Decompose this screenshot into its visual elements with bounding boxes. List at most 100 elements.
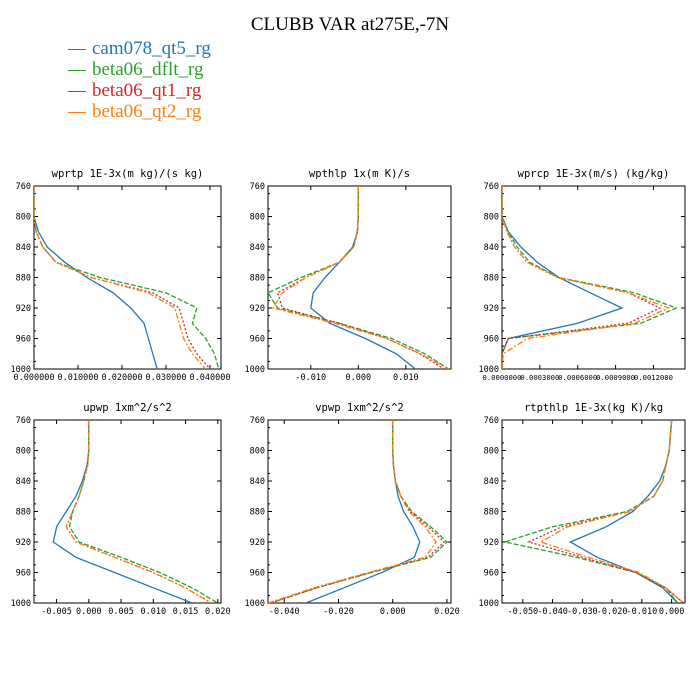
chart-title: rtpthlp 1E-3x(kg K)/kg bbox=[524, 402, 663, 414]
x-tick-label: -0.010 bbox=[295, 373, 326, 383]
y-tick-label: 840 bbox=[250, 243, 265, 253]
x-tick-label: 0.0006000 bbox=[558, 373, 597, 382]
legend-entry-qt1: beta06_qt1_rg bbox=[68, 80, 211, 101]
series-line-beta06_qt2_rg bbox=[34, 186, 207, 369]
legend-swatch bbox=[68, 49, 86, 51]
x-tick-label: 0.020 bbox=[205, 607, 231, 617]
y-tick-label: 920 bbox=[16, 538, 31, 548]
series-line-beta06_qt1_rg bbox=[34, 186, 211, 369]
series-line-cam078_qt5_rg bbox=[52, 420, 193, 603]
legend-label: cam078_qt5_rg bbox=[92, 38, 211, 59]
y-tick-label: 1000 bbox=[245, 599, 265, 609]
plot-frame bbox=[33, 419, 222, 604]
x-tick-label: 0.0003000 bbox=[520, 373, 559, 382]
series-line-beta06_dflt_rg bbox=[268, 186, 449, 369]
legend-entry-cam078: cam078_qt5_rg bbox=[68, 38, 211, 59]
plot-frame bbox=[267, 185, 452, 370]
y-tick-label: 920 bbox=[250, 538, 265, 548]
y-tick-label: 920 bbox=[250, 304, 265, 314]
y-tick-label: 760 bbox=[484, 416, 499, 426]
chart-title: upwp 1xm^2/s^2 bbox=[83, 402, 172, 414]
y-tick-label: 920 bbox=[484, 304, 499, 314]
y-tick-label: 1000 bbox=[11, 599, 31, 609]
chart-panel-6: rtpthlp 1E-3x(kg K)/kg 760 800 840 880 920 960… bbox=[479, 402, 686, 617]
y-tick-label: 800 bbox=[250, 447, 265, 457]
legend: cam078_qt5_rg beta06_dflt_rg beta06_qt1_… bbox=[68, 38, 211, 122]
plot-frame bbox=[501, 419, 686, 604]
y-tick-label: 880 bbox=[250, 508, 265, 518]
legend-entry-qt2: beta06_qt2_rg bbox=[68, 101, 211, 122]
y-tick-label: 960 bbox=[250, 335, 265, 345]
series-line-cam078_qt5_rg bbox=[34, 186, 158, 369]
y-tick-label: 840 bbox=[16, 477, 31, 487]
page-title: CLUBB VAR at275E,-7N bbox=[250, 14, 450, 35]
chart-title: vpwp 1xm^2/s^2 bbox=[315, 402, 404, 414]
y-tick-label: 1000 bbox=[479, 599, 499, 609]
x-tick-label: 0.005 bbox=[108, 607, 134, 617]
plot-frame bbox=[33, 185, 222, 370]
x-tick-label: 0.0009000 bbox=[596, 373, 635, 382]
x-tick-label: -0.020 bbox=[597, 607, 628, 617]
y-tick-label: 960 bbox=[16, 569, 31, 579]
x-tick-label: 0.040000 bbox=[190, 373, 231, 383]
y-tick-label: 800 bbox=[484, 213, 499, 223]
chart-panel-2: wpthlp 1x(m K)/s 760 800 840 880 920 960 1000 -0… bbox=[245, 168, 452, 383]
y-tick-label: 880 bbox=[16, 508, 31, 518]
chart-panel-1: wprtp 1E-3x(m kg)/(s kg) 760 800 840 880 920 9… bbox=[11, 168, 231, 383]
legend-label: beta06_dflt_rg bbox=[92, 59, 204, 80]
series-line-beta06_dflt_rg bbox=[68, 420, 219, 603]
chart-title: wprcp 1E-3x(m/s) (kg/kg) bbox=[518, 168, 670, 180]
x-tick-label: -0.020 bbox=[323, 607, 354, 617]
x-tick-label: -0.050 bbox=[507, 607, 538, 617]
x-tick-label: 0.020000 bbox=[102, 373, 143, 383]
y-tick-label: 800 bbox=[16, 213, 31, 223]
x-tick-label: 0.015 bbox=[173, 607, 199, 617]
chart-panel-5: vpwp 1xm^2/s^2 760 800 840 880 920 960 1000 -0.0… bbox=[245, 402, 460, 617]
x-tick-label: -0.040 bbox=[537, 607, 568, 617]
legend-entry-dflt: beta06_dflt_rg bbox=[68, 59, 211, 80]
y-tick-label: 1000 bbox=[11, 365, 31, 375]
series-line-beta06_dflt_rg bbox=[34, 186, 220, 369]
plot-frame bbox=[501, 185, 686, 370]
y-tick-label: 760 bbox=[250, 416, 265, 426]
x-tick-label: 0.020 bbox=[434, 607, 460, 617]
legend-label: beta06_qt1_rg bbox=[92, 80, 202, 101]
legend-swatch bbox=[68, 91, 86, 93]
legend-swatch bbox=[68, 70, 86, 72]
series-line-beta06_qt2_rg bbox=[271, 186, 449, 369]
y-tick-label: 800 bbox=[16, 447, 31, 457]
series-line-beta06_dflt_rg bbox=[502, 186, 678, 369]
x-tick-label: -0.005 bbox=[41, 607, 72, 617]
y-tick-label: 760 bbox=[484, 182, 499, 192]
x-tick-label: 0.000 bbox=[346, 373, 372, 383]
y-tick-label: 880 bbox=[250, 274, 265, 284]
series-line-beta06_qt2_rg bbox=[539, 420, 684, 603]
chart-title: wprtp 1E-3x(m kg)/(s kg) bbox=[52, 168, 204, 180]
chart-panel-3: wprcp 1E-3x(m/s) (kg/kg) 760 800 840 880 920 9… bbox=[479, 168, 686, 382]
series-line-beta06_dflt_rg bbox=[270, 420, 448, 603]
chart-panel-4: upwp 1xm^2/s^2 760 800 840 880 920 960 1000 -0.0… bbox=[11, 402, 231, 617]
series-line-beta06_qt1_rg bbox=[502, 186, 662, 369]
y-tick-label: 800 bbox=[250, 213, 265, 223]
y-tick-label: 960 bbox=[484, 569, 499, 579]
x-tick-label: 0.000 bbox=[659, 607, 685, 617]
series-line-beta06_qt1_rg bbox=[526, 420, 684, 603]
y-tick-label: 880 bbox=[16, 274, 31, 284]
y-tick-label: 960 bbox=[16, 335, 31, 345]
x-tick-label: 0.000000 bbox=[14, 373, 55, 383]
y-tick-label: 920 bbox=[16, 304, 31, 314]
y-tick-label: 760 bbox=[16, 182, 31, 192]
series-line-beta06_qt2_rg bbox=[502, 186, 671, 369]
x-tick-label: 0.010000 bbox=[58, 373, 99, 383]
series-line-beta06_dflt_rg bbox=[502, 420, 679, 603]
x-tick-label: -0.030 bbox=[567, 607, 598, 617]
x-tick-label: 0.0000000 bbox=[483, 373, 522, 382]
y-tick-label: 880 bbox=[484, 274, 499, 284]
legend-label: beta06_qt2_rg bbox=[92, 101, 202, 122]
y-tick-label: 760 bbox=[16, 416, 31, 426]
y-tick-label: 960 bbox=[250, 569, 265, 579]
series-line-beta06_qt2_rg bbox=[268, 420, 437, 603]
x-tick-label: 0.010 bbox=[393, 373, 419, 383]
x-tick-label: 0.010 bbox=[140, 607, 166, 617]
